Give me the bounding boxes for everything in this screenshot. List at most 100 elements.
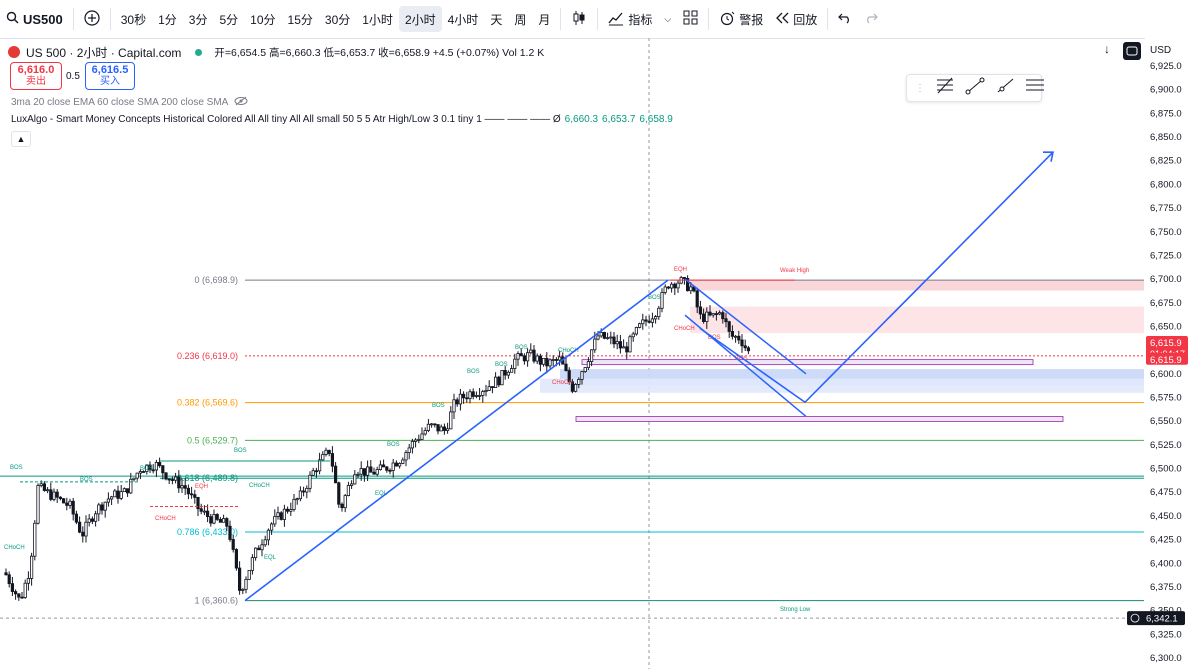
axis-tick-label: 6,400.0 (1150, 558, 1182, 569)
fib-tool-icon[interactable] (935, 77, 955, 100)
candle-body (734, 335, 738, 338)
trendline-tool-icon[interactable] (965, 77, 985, 100)
screenshot-button[interactable] (1123, 42, 1141, 60)
collapse-legend-button[interactable]: ▲ (11, 131, 31, 147)
price-axis: 6,925.0 6,900.0 6,875.0 6,850.0 6,825.0 6,800… (1127, 38, 1201, 669)
timeframe-2h[interactable]: 2小时 (398, 6, 442, 32)
axis-tick-label: 6,325.0 (1150, 629, 1182, 640)
candle-body (580, 371, 584, 380)
candle-body (29, 555, 34, 579)
ma-indicator-row[interactable]: 3ma 20 close EMA 60 close SMA 200 close … (11, 96, 248, 109)
smc-tag: BOS (140, 466, 153, 472)
timeframe-30m[interactable]: 30分 (324, 12, 351, 27)
timeframe-30s[interactable]: 30秒 (120, 12, 147, 27)
layouts-button[interactable] (677, 6, 704, 32)
timeframe-15m[interactable]: 15分 (287, 12, 313, 27)
chart-type-button[interactable] (565, 6, 593, 32)
axis-tick-label: 6,475.0 (1150, 487, 1182, 498)
timeframe-week[interactable]: 周 (514, 12, 527, 27)
sell-button[interactable]: 6,616.0 卖出 (10, 62, 62, 90)
fib-level-label: 0.786 (6,433.0) (177, 527, 238, 537)
candle-body (698, 306, 703, 315)
candle-body (269, 523, 274, 531)
candle-body (212, 514, 216, 524)
ray-tool-icon[interactable] (995, 77, 1015, 100)
axis-tick-label: 6,925.0 (1150, 61, 1182, 72)
currency-selector[interactable]: USD (1150, 45, 1171, 56)
compare-button[interactable] (78, 6, 106, 32)
candle-body (330, 453, 335, 467)
crosshair-price-label: 6,342.1 (1146, 614, 1178, 625)
axis-tick-label: 6,300.0 (1150, 653, 1182, 664)
drag-handle-icon[interactable]: ⋮ (915, 82, 925, 94)
candle-body (516, 353, 520, 360)
rewind-icon (775, 12, 789, 27)
trendline[interactable] (244, 279, 669, 602)
buy-button[interactable]: 6,616.5 买入 (85, 62, 135, 90)
axis-tick-label: 6,600.0 (1150, 369, 1182, 380)
timeframe-4h[interactable]: 4小时 (447, 12, 479, 27)
smc-tag: CHoCH (674, 326, 695, 332)
channel-upper-line[interactable] (684, 278, 807, 375)
candle-body (628, 336, 632, 353)
candle-body (126, 488, 130, 494)
timeframe-5m[interactable]: 5分 (219, 12, 239, 27)
plus-circle-icon[interactable] (1130, 613, 1140, 623)
candle-body (634, 327, 639, 335)
candle-body (145, 464, 149, 472)
candle-body (42, 483, 47, 491)
candle-body (209, 516, 213, 524)
candle-body (346, 485, 351, 497)
luxalgo-indicator-row[interactable]: LuxAlgo - Smart Money Concepts Historica… (11, 114, 673, 125)
candle-body (439, 426, 443, 432)
timeframe-1h[interactable]: 1小时 (362, 12, 393, 27)
axis-tick-label: 6,450.0 (1150, 511, 1182, 522)
camera-icon (1123, 46, 1141, 63)
candle-body (385, 466, 389, 471)
candle-body (225, 518, 229, 527)
candle-body (180, 485, 184, 489)
timeframe-3m[interactable]: 3分 (188, 12, 208, 27)
candle-body (52, 491, 56, 500)
undo-button[interactable] (832, 6, 858, 32)
symbol-search[interactable]: US500 (0, 6, 69, 32)
candle-body (119, 491, 123, 499)
scroll-down-button[interactable]: ↓ (1104, 42, 1110, 56)
legend-title[interactable]: US 500 · 2小时 · Capital.com (26, 45, 182, 60)
redo-button[interactable] (858, 6, 884, 32)
parallel-channel-tool-icon[interactable] (1025, 77, 1045, 100)
timeframe-10m[interactable]: 10分 (250, 12, 276, 27)
axis-tick-label: 6,800.0 (1150, 179, 1182, 190)
currency-label: USD (1150, 45, 1172, 56)
candle-body (71, 500, 75, 515)
candle-body (241, 588, 245, 591)
symbol-name: US500 (23, 11, 63, 27)
axis-tick-label: 6,550.0 (1150, 416, 1182, 427)
candle-body (353, 474, 357, 485)
candle-body (113, 490, 117, 498)
candle-body (273, 516, 277, 525)
projection-path[interactable] (699, 151, 1054, 404)
axis-tick-label: 6,375.0 (1150, 582, 1182, 593)
ma-indicator-label: 3ma 20 close EMA 60 close SMA 200 close … (11, 97, 229, 108)
candle-body (718, 312, 722, 315)
candle-body (465, 397, 469, 400)
candle-body (298, 490, 303, 500)
replay-button[interactable]: 回放 (769, 6, 823, 32)
candle-body (356, 473, 360, 476)
axis-tick-label: 6,775.0 (1150, 203, 1182, 214)
candle-body (606, 337, 610, 340)
alert-button[interactable]: 警报 (713, 6, 769, 32)
indicators-button[interactable]: 指标 ⌵ (602, 6, 677, 32)
candle-body (458, 393, 463, 405)
candle-body (487, 386, 491, 391)
candle-body (401, 459, 405, 464)
eye-hidden-icon[interactable] (234, 96, 248, 109)
timeframe-day[interactable]: 天 (490, 12, 503, 27)
candle-body (388, 469, 392, 472)
timeframe-1m[interactable]: 1分 (158, 12, 177, 27)
candle-body (282, 508, 287, 520)
replay-label: 回放 (793, 12, 818, 27)
timeframe-month[interactable]: 月 (538, 12, 551, 27)
price-chart[interactable]: 0 (6,698.9) 0.236 (6,619.0) 0.382 (6,569.6… (0, 38, 1201, 669)
